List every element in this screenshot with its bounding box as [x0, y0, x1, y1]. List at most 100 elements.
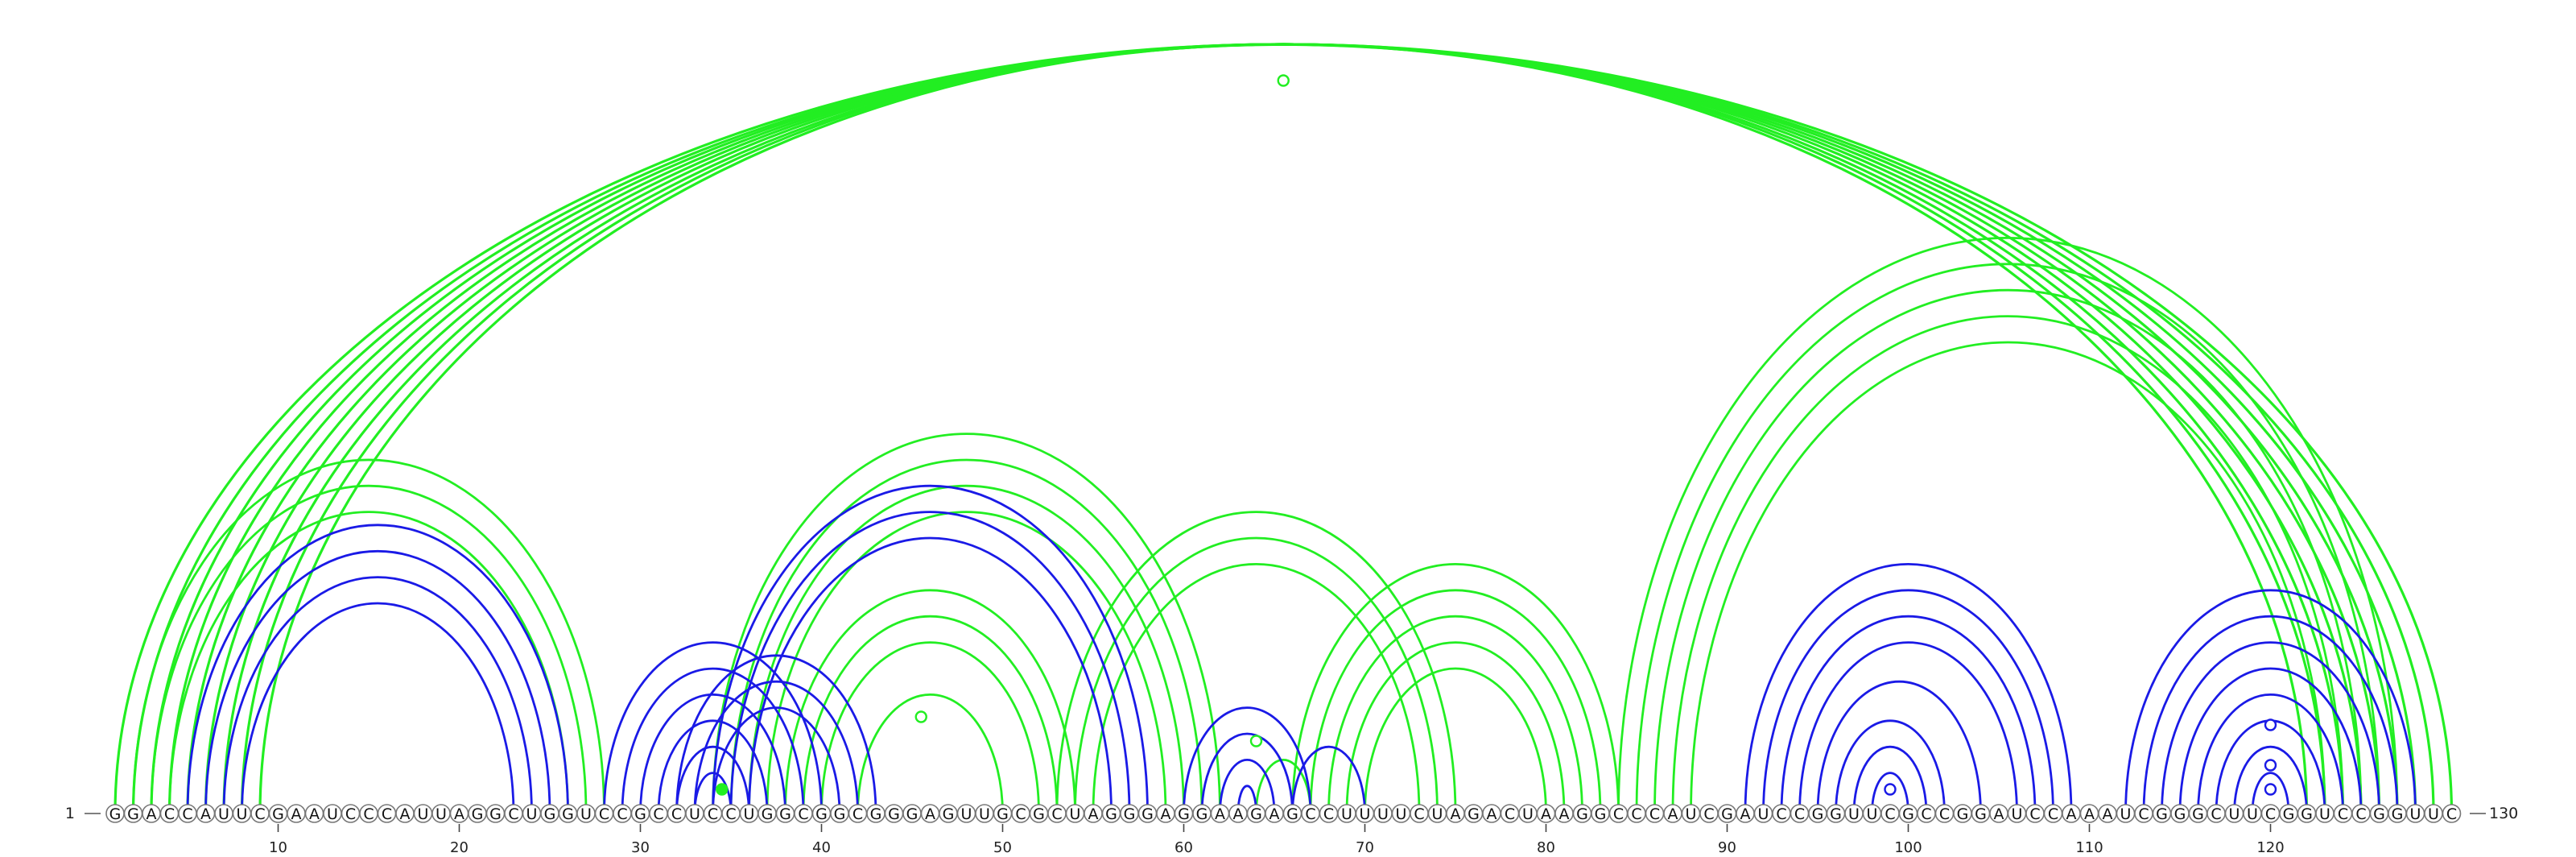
- nucleotide-letter: C: [1649, 805, 1660, 823]
- nucleotide-letter: C: [1703, 805, 1714, 823]
- green-arc-84-127: [1617, 237, 2399, 814]
- start-label: 1: [65, 805, 75, 822]
- nucleotide-letter: C: [1414, 805, 1424, 823]
- blue-arc-6-25: [204, 549, 551, 814]
- nucleotide-letter: C: [1323, 805, 1334, 823]
- nucleotide-letter: A: [1233, 805, 1244, 823]
- nucleotide-letter: G: [1957, 805, 1969, 823]
- nucleotide-letter: G: [762, 805, 774, 823]
- nucleotide-letter: C: [599, 805, 609, 823]
- green-arc-36-60: [748, 484, 1185, 814]
- green-arc-88-123: [1690, 341, 2326, 814]
- blue-arc-8-23: [241, 602, 515, 814]
- blue-arc-30-38: [639, 693, 786, 814]
- axis-tick-label: 60: [1174, 839, 1193, 856]
- green-arc-38-54: [784, 589, 1076, 814]
- nucleotide-letter: G: [1178, 805, 1190, 823]
- nucleotide-letter: G: [1830, 805, 1842, 823]
- nucleotide-letter: A: [2084, 805, 2095, 823]
- nucleotide-letter: U: [2012, 805, 2023, 823]
- blue-arc-34-58: [712, 484, 1149, 814]
- nucleotide-letter: U: [1522, 805, 1534, 823]
- green-arc-9-122: [258, 43, 2309, 814]
- nucleotide-letter: G: [1975, 805, 1987, 823]
- axis-tick-label: 80: [1537, 839, 1555, 856]
- blue-marker-7: [2264, 783, 2277, 796]
- blue-arc-91-109: [1744, 563, 2073, 814]
- nucleotide-letter: G: [127, 805, 139, 823]
- nucleotide-letter: U: [2120, 805, 2132, 823]
- nucleotide-letter: U: [1848, 805, 1860, 823]
- blue-arc-62-65: [1219, 759, 1276, 814]
- nucleotide-letter: U: [961, 805, 972, 823]
- nucleotide-letter: A: [1541, 805, 1551, 823]
- blue-arc-119-121: [2251, 772, 2290, 814]
- nucleotide-letter: C: [798, 805, 808, 823]
- green-arc-86-125: [1653, 288, 2363, 814]
- nucleotide-letter: C: [708, 805, 718, 823]
- nucleotide-letter: U: [436, 805, 447, 823]
- green-arc-7-124: [222, 43, 2345, 814]
- nucleotide-letter: U: [1360, 805, 1371, 823]
- nucleotide-letter: A: [1451, 805, 1461, 823]
- nucleotide-letter: G: [489, 805, 502, 823]
- nucleotide-letter: A: [1740, 805, 1751, 823]
- blue-arc-94-106: [1798, 641, 2018, 814]
- axis-tick-label: 30: [631, 839, 650, 856]
- nucleotide-letter: G: [1196, 805, 1208, 823]
- nucleotide-letter: U: [2428, 805, 2439, 823]
- nucleotide-letter: G: [815, 805, 828, 823]
- nucleotide-letter: G: [2156, 805, 2168, 823]
- nucleotide-letter: A: [147, 805, 157, 823]
- axis-tick-label: 100: [1894, 839, 1922, 856]
- nucleotide-letter: G: [1286, 805, 1298, 823]
- blue-arc-36-56: [748, 536, 1113, 814]
- nucleotide-letter: G: [2174, 805, 2186, 823]
- nucleotide-letter: G: [2301, 805, 2313, 823]
- nucleotide-letter: G: [272, 805, 284, 823]
- nucleotide-letter: U: [237, 805, 248, 823]
- axis-tick-label: 40: [812, 839, 831, 856]
- nucleotide-letter: G: [1812, 805, 1824, 823]
- nucleotide-letter: A: [925, 805, 935, 823]
- nucleotide-letter: C: [2138, 805, 2149, 823]
- nucleotide-letter: C: [1015, 805, 1026, 823]
- nucleotide-letter: C: [1939, 805, 1950, 823]
- nucleotide-letter: A: [1269, 805, 1280, 823]
- nucleotide-letter: C: [2446, 805, 2457, 823]
- blue-arc-118-122: [2233, 745, 2308, 814]
- green-arc-2-28: [132, 458, 605, 814]
- nucleotide-letter: U: [744, 805, 755, 823]
- green-marker-4: [716, 783, 729, 796]
- nucleotide-letter: U: [2247, 805, 2258, 823]
- nucleotide-letter: C: [2338, 805, 2348, 823]
- nucleotide-letter: C: [725, 805, 736, 823]
- nucleotide-letter: C: [182, 805, 192, 823]
- nucleotide-letter: C: [653, 805, 663, 823]
- nucleotide-letter: U: [1867, 805, 1878, 823]
- nucleotide-letter: A: [1994, 805, 2004, 823]
- nucleotide-letter: G: [1141, 805, 1154, 823]
- axis-tick-label: 110: [2075, 839, 2103, 856]
- nucleotide-letter: G: [2192, 805, 2204, 823]
- nucleotide-letter: A: [2103, 805, 2113, 823]
- nucleotide-letter: C: [2211, 805, 2221, 823]
- nucleotide-letter: U: [418, 805, 429, 823]
- blue-arc-28-40: [603, 641, 823, 814]
- green-marker-1: [1277, 74, 1290, 87]
- nucleotide-letter: U: [327, 805, 338, 823]
- green-marker-2: [914, 710, 927, 723]
- nucleotide-letter: G: [2283, 805, 2295, 823]
- axis-tick-label: 50: [993, 839, 1012, 856]
- green-arc-2-129: [131, 43, 2435, 814]
- blue-arc-112-128: [2124, 589, 2417, 814]
- blue-arc-7-24: [222, 576, 533, 814]
- nucleotide-letter: C: [345, 805, 356, 823]
- nucleotide-letter: U: [526, 805, 538, 823]
- blue-arc-98-100: [1871, 772, 1909, 814]
- nucleotide-letter: G: [1124, 805, 1136, 823]
- nucleotide-letter: A: [1668, 805, 1678, 823]
- nucleotide-letter: G: [1721, 805, 1733, 823]
